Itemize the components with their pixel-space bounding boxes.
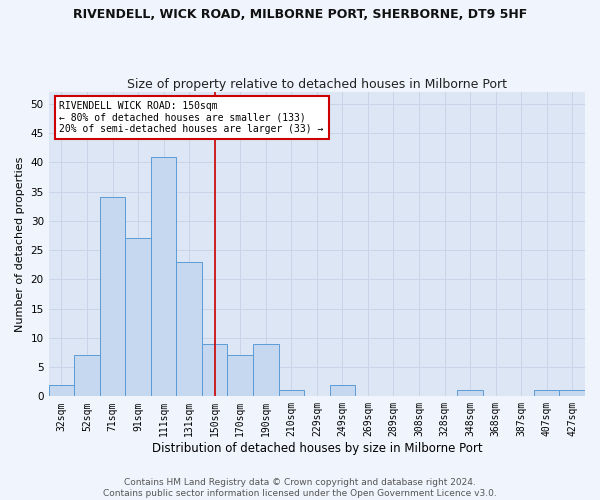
Text: RIVENDELL WICK ROAD: 150sqm
← 80% of detached houses are smaller (133)
20% of se: RIVENDELL WICK ROAD: 150sqm ← 80% of det… [59,102,324,134]
Bar [100,198,125,396]
Title: Size of property relative to detached houses in Milborne Port: Size of property relative to detached ho… [127,78,507,91]
Bar [278,390,304,396]
X-axis label: Distribution of detached houses by size in Milborne Port: Distribution of detached houses by size … [152,442,482,455]
Bar [176,262,202,396]
Text: RIVENDELL, WICK ROAD, MILBORNE PORT, SHERBORNE, DT9 5HF: RIVENDELL, WICK ROAD, MILBORNE PORT, SHE… [73,8,527,20]
Text: Contains HM Land Registry data © Crown copyright and database right 2024.
Contai: Contains HM Land Registry data © Crown c… [103,478,497,498]
Bar [74,356,100,397]
Y-axis label: Number of detached properties: Number of detached properties [15,156,25,332]
Bar [125,238,151,396]
Bar [457,390,483,396]
Bar [253,344,278,396]
Bar [329,384,355,396]
Bar [151,156,176,396]
Bar [227,356,253,397]
Bar [49,384,74,396]
Bar [559,390,585,396]
Bar [534,390,559,396]
Bar [202,344,227,396]
